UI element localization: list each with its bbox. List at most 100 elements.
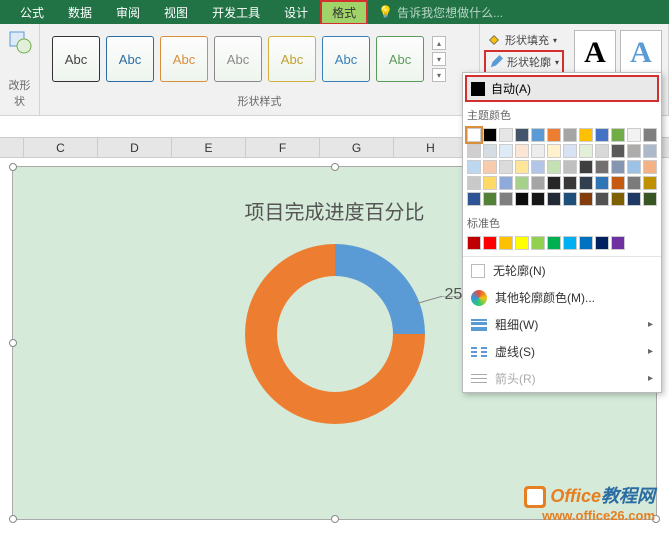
col-header-e[interactable]: E [172,138,246,157]
tab-view[interactable]: 视图 [152,0,200,25]
theme-swatch[interactable] [563,160,577,174]
theme-swatch[interactable] [499,144,513,158]
tab-data[interactable]: 数据 [56,0,104,25]
theme-swatch[interactable] [595,192,609,206]
theme-swatch[interactable] [483,128,497,142]
standard-swatch[interactable] [467,236,481,250]
theme-swatch[interactable] [627,144,641,158]
theme-swatch[interactable] [563,128,577,142]
theme-swatch[interactable] [643,160,657,174]
theme-swatch[interactable] [483,144,497,158]
theme-swatch[interactable] [483,160,497,174]
standard-swatch[interactable] [499,236,513,250]
theme-swatch[interactable] [579,160,593,174]
theme-swatch[interactable] [627,160,641,174]
theme-swatch[interactable] [467,128,481,142]
style-preset-6[interactable]: Abc [322,36,370,82]
tell-me[interactable]: 💡 告诉我您想做什么... [368,4,503,21]
gallery-more-icon[interactable]: ▾ [432,68,446,82]
theme-swatch[interactable] [483,176,497,190]
theme-swatch[interactable] [499,128,513,142]
theme-swatch[interactable] [531,128,545,142]
resize-handle-nw[interactable] [9,163,17,171]
theme-swatch[interactable] [531,160,545,174]
theme-swatch[interactable] [563,176,577,190]
shape-outline-button[interactable]: 形状轮廓▾ [484,50,564,74]
theme-swatch[interactable] [579,128,593,142]
theme-swatch[interactable] [467,144,481,158]
col-header-c[interactable]: C [24,138,98,157]
theme-swatch[interactable] [499,176,513,190]
theme-swatch[interactable] [483,192,497,206]
theme-swatch[interactable] [515,160,529,174]
theme-swatch[interactable] [563,144,577,158]
theme-swatch[interactable] [611,176,625,190]
theme-swatch[interactable] [563,192,577,206]
standard-swatch[interactable] [531,236,545,250]
theme-swatch[interactable] [643,144,657,158]
resize-handle-n[interactable] [331,163,339,171]
tab-format[interactable]: 格式 [320,0,368,25]
theme-swatch[interactable] [611,144,625,158]
theme-swatch[interactable] [547,192,561,206]
resize-handle-sw[interactable] [9,515,17,523]
theme-swatch[interactable] [547,160,561,174]
theme-swatch[interactable] [595,176,609,190]
standard-swatch[interactable] [579,236,593,250]
theme-swatch[interactable] [595,144,609,158]
theme-swatch[interactable] [467,160,481,174]
standard-swatch[interactable] [483,236,497,250]
standard-swatch[interactable] [515,236,529,250]
donut-chart[interactable]: 25% [235,244,435,444]
standard-swatch[interactable] [563,236,577,250]
theme-swatch[interactable] [595,160,609,174]
theme-swatch[interactable] [499,192,513,206]
shape-fill-button[interactable]: 形状填充▾ [484,30,564,50]
theme-swatch[interactable] [547,176,561,190]
tab-formulas[interactable]: 公式 [8,0,56,25]
wordart-preset-1[interactable]: A [574,30,616,76]
theme-swatch[interactable] [611,192,625,206]
change-shape-icon[interactable] [8,30,32,54]
theme-swatch[interactable] [467,176,481,190]
no-outline-item[interactable]: 无轮廓(N) [463,257,661,284]
theme-swatch[interactable] [611,128,625,142]
col-header-h[interactable]: H [394,138,468,157]
style-preset-4[interactable]: Abc [214,36,262,82]
theme-swatch[interactable] [515,144,529,158]
theme-swatch[interactable] [627,176,641,190]
col-header-f[interactable]: F [246,138,320,157]
theme-swatch[interactable] [531,144,545,158]
theme-swatch[interactable] [627,192,641,206]
more-colors-item[interactable]: 其他轮廓颜色(M)... [463,284,661,311]
col-header-d[interactable]: D [98,138,172,157]
tab-design[interactable]: 设计 [272,0,320,25]
theme-swatch[interactable] [643,192,657,206]
style-preset-5[interactable]: Abc [268,36,316,82]
wordart-preset-2[interactable]: A [620,30,662,76]
resize-handle-s[interactable] [331,515,339,523]
theme-swatch[interactable] [579,192,593,206]
theme-swatch[interactable] [579,144,593,158]
standard-swatch[interactable] [547,236,561,250]
theme-swatch[interactable] [515,176,529,190]
standard-swatch[interactable] [595,236,609,250]
tab-review[interactable]: 审阅 [104,0,152,25]
tab-devtools[interactable]: 开发工具 [200,0,272,25]
style-preset-7[interactable]: Abc [376,36,424,82]
theme-swatch[interactable] [515,128,529,142]
theme-swatch[interactable] [531,192,545,206]
gallery-up-icon[interactable]: ▴ [432,36,446,50]
col-header-g[interactable]: G [320,138,394,157]
style-preset-2[interactable]: Abc [106,36,154,82]
theme-swatch[interactable] [579,176,593,190]
weight-item[interactable]: 粗细(W) [463,311,661,338]
theme-swatch[interactable] [595,128,609,142]
style-preset-3[interactable]: Abc [160,36,208,82]
gallery-down-icon[interactable]: ▾ [432,52,446,66]
theme-swatch[interactable] [643,128,657,142]
theme-swatch[interactable] [643,176,657,190]
theme-swatch[interactable] [627,128,641,142]
dashes-item[interactable]: 虚线(S) [463,338,661,365]
theme-swatch[interactable] [547,144,561,158]
